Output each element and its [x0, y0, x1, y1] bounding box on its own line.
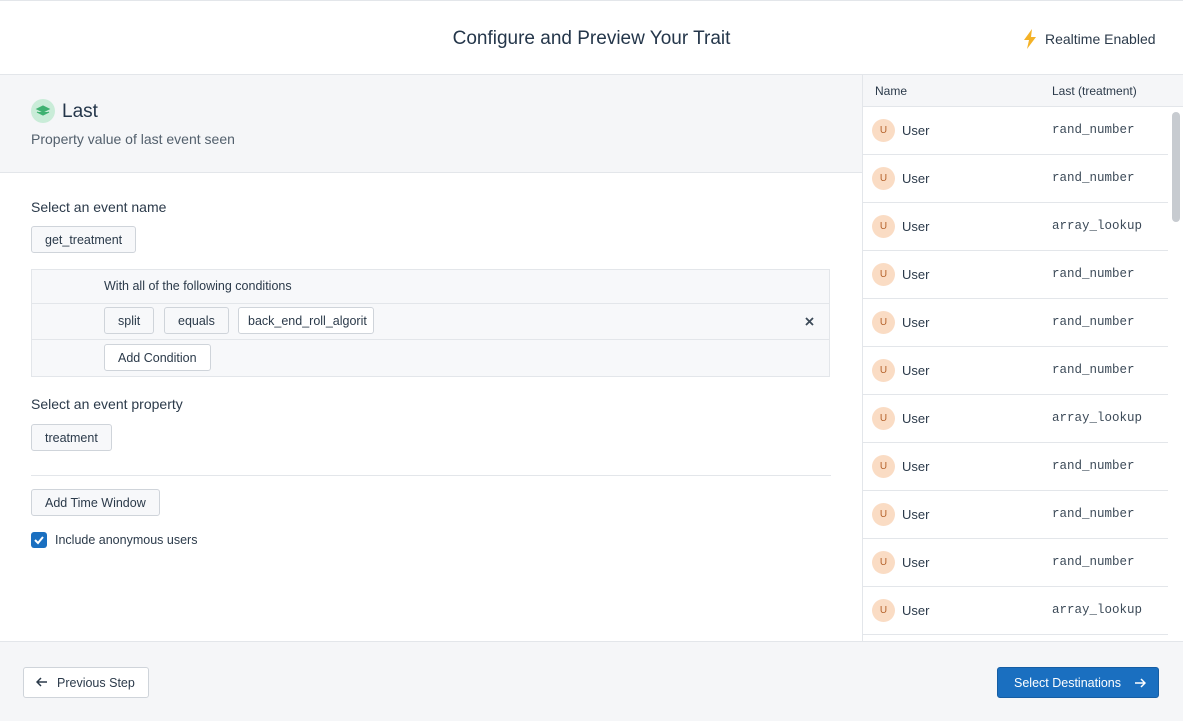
trait-value: array_lookup: [1052, 219, 1143, 233]
conditions-label: With all of the following conditions: [104, 279, 292, 293]
realtime-label: Realtime Enabled: [1045, 31, 1156, 47]
trait-value: rand_number: [1052, 267, 1135, 281]
condition-field[interactable]: split: [104, 307, 155, 334]
table-row: U User rand_number: [863, 299, 1168, 347]
scrollbar[interactable]: [1172, 112, 1180, 222]
column-header: Last (treatment): [1052, 84, 1137, 98]
user-name: User: [902, 219, 930, 234]
user-name: User: [902, 459, 930, 474]
lightning-icon: [1024, 29, 1036, 49]
property-select[interactable]: treatment: [31, 424, 112, 451]
trait-name: Last: [62, 101, 98, 122]
avatar: U: [872, 311, 895, 334]
trait-summary: Last Property value of last event seen: [0, 75, 862, 173]
footer: Previous Step Select Destinations: [0, 641, 1183, 721]
title: Configure and Preview Your Trait: [452, 28, 731, 49]
trait-value: rand_number: [1052, 459, 1135, 473]
event-select[interactable]: get_treatment: [31, 226, 137, 253]
condition-row: [32, 303, 829, 340]
user-name: User: [902, 363, 930, 378]
event-label: Select an event name: [31, 199, 167, 215]
trait-value: rand_number: [1052, 555, 1135, 569]
trait-value: array_lookup: [1052, 411, 1143, 425]
trait-value: rand_number: [1052, 507, 1135, 521]
arrow-left: [36, 677, 47, 687]
table-row: U User rand_number: [863, 107, 1168, 155]
divider: [31, 475, 831, 476]
user-name: User: [902, 603, 930, 618]
avatar: U: [872, 167, 895, 190]
user-name: User: [902, 123, 930, 138]
table-row: U User rand_number: [863, 155, 1168, 203]
arrow-right: [1135, 678, 1146, 688]
trait-description: Property value of last event seen: [31, 131, 235, 147]
table-row: U User array_lookup: [863, 395, 1168, 443]
condition-operator[interactable]: equals: [164, 307, 229, 334]
condition-value[interactable]: back_end_roll_algorit: [238, 307, 374, 334]
avatar: U: [872, 503, 895, 526]
trait-icon: [31, 99, 55, 123]
avatar: U: [872, 359, 895, 382]
next-label: Select Destinations: [1014, 675, 1122, 690]
previous-label: Previous Step: [57, 675, 135, 690]
trait-value: rand_number: [1052, 363, 1135, 377]
table-row: U User rand_number: [863, 347, 1168, 395]
table-panel: Name Last (treatment): [862, 75, 1183, 641]
user-name: User: [902, 315, 930, 330]
table-row: U User rand_number: [863, 251, 1168, 299]
user-name: User: [902, 411, 930, 426]
trait-value: rand_number: [1052, 315, 1135, 329]
avatar: U: [872, 263, 895, 286]
avatar: U: [872, 551, 895, 574]
user-name: User: [902, 507, 930, 522]
user-name: User: [902, 171, 930, 186]
remove-condition[interactable]: [805, 317, 814, 326]
avatar: U: [872, 455, 895, 478]
add-time-window[interactable]: Add Time Window: [31, 489, 160, 516]
table-header: Name Last (treatment): [863, 75, 1183, 107]
add-condition[interactable]: Add Condition: [104, 344, 211, 371]
user-name: User: [902, 267, 930, 282]
trait-value: rand_number: [1052, 171, 1135, 185]
avatar: U: [872, 599, 895, 622]
checkbox[interactable]: [31, 532, 47, 548]
avatar: U: [872, 407, 895, 430]
table-row: U User array_lookup: [863, 203, 1168, 251]
user-name: User: [902, 555, 930, 570]
table-row: U User rand_number: [863, 539, 1168, 587]
next-button[interactable]: Select Destinations: [997, 667, 1159, 698]
avatar: U: [872, 119, 895, 142]
include-anonymous: Include anonymous users: [55, 533, 198, 547]
property-label: Select an event property: [31, 396, 183, 412]
table-row: U User array_lookup: [863, 587, 1168, 635]
table-row: U User rand_number: [863, 491, 1168, 539]
trait-value: array_lookup: [1052, 603, 1143, 617]
column-header: Name: [875, 84, 908, 98]
header: Configure and Preview Your Trait Realtim…: [0, 0, 1183, 75]
trait-value: rand_number: [1052, 123, 1135, 137]
table-row: U User rand_number: [863, 443, 1168, 491]
avatar: U: [872, 215, 895, 238]
